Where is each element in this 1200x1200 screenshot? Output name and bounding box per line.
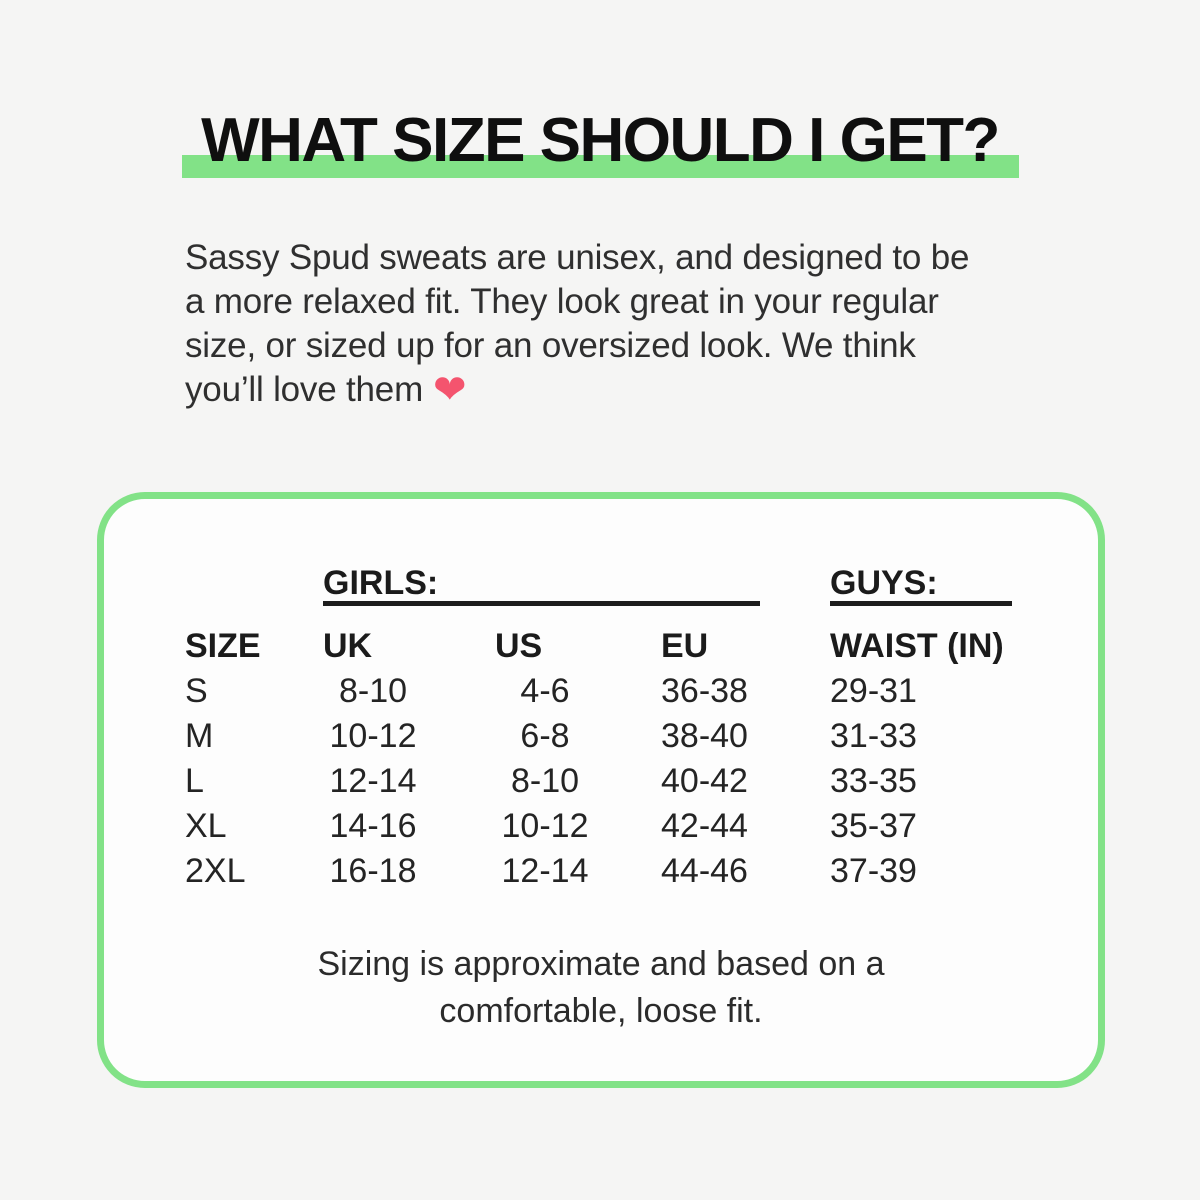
column-header-us: US — [495, 627, 543, 665]
intro-line: size, or sized up for an oversized look.… — [185, 326, 916, 365]
girls-underline — [323, 601, 760, 606]
cell-uk-value: 12-14 — [329, 762, 417, 800]
cell-eu: 42-44 — [661, 807, 748, 845]
cell-us: 12-14 — [495, 849, 661, 894]
cell-uk-value: 10-12 — [329, 717, 417, 755]
cell-size: M — [185, 717, 214, 755]
cell-us: 4-6 — [495, 669, 661, 714]
cell-uk: 8-10 — [323, 669, 495, 714]
cell-us: 6-8 — [495, 714, 661, 759]
sizing-note: Sizing is approximate and based on a com… — [104, 941, 1098, 1035]
cell-size: XL — [185, 807, 227, 845]
intro-line: you’ll love them ❤ — [185, 368, 969, 412]
cell-eu: 36-38 — [661, 672, 748, 710]
guys-underline — [830, 601, 1012, 606]
intro-paragraph: Sassy Spud sweats are unisex, and design… — [185, 236, 969, 412]
cell-uk-value: 16-18 — [329, 852, 417, 890]
intro-line-text: you’ll love them — [185, 370, 424, 409]
cell-uk-value: 8-10 — [338, 672, 408, 710]
column-header-eu: EU — [661, 627, 709, 665]
cell-size: L — [185, 762, 204, 800]
cell-eu: 38-40 — [661, 717, 748, 755]
cell-waist: 29-31 — [830, 672, 917, 710]
size-table: SIZE UK US EU WAIST (IN) S 8-10 4-6 36-3… — [185, 624, 1056, 894]
cell-waist: 33-35 — [830, 762, 917, 800]
title-highlight-bar — [182, 155, 1019, 178]
cell-us-value: 4-6 — [520, 672, 570, 710]
cell-us: 8-10 — [495, 759, 661, 804]
cell-size: S — [185, 672, 208, 710]
heart-icon: ❤ — [433, 367, 467, 413]
size-chart-card: GIRLS: GUYS: SIZE UK US EU WAIST (IN) S … — [97, 492, 1105, 1088]
cell-uk: 12-14 — [323, 759, 495, 804]
column-header-uk: UK — [323, 627, 373, 665]
cell-uk: 14-16 — [323, 804, 495, 849]
page-title-text: WHAT SIZE SHOULD I GET? — [201, 106, 1000, 175]
column-header-waist: WAIST (IN) — [830, 627, 1004, 665]
cell-us-value: 12-14 — [501, 852, 589, 890]
guys-group-label: GUYS: — [830, 564, 938, 602]
cell-us: 10-12 — [495, 804, 661, 849]
note-line: comfortable, loose fit. — [439, 992, 763, 1030]
cell-uk: 10-12 — [323, 714, 495, 759]
cell-waist: 37-39 — [830, 852, 917, 890]
cell-uk-value: 14-16 — [329, 807, 417, 845]
cell-uk: 16-18 — [323, 849, 495, 894]
cell-us-value: 10-12 — [501, 807, 589, 845]
cell-eu: 40-42 — [661, 762, 748, 800]
intro-line: a more relaxed fit. They look great in y… — [185, 282, 939, 321]
girls-group-label: GIRLS: — [323, 564, 439, 602]
cell-us-value: 8-10 — [510, 762, 580, 800]
cell-eu: 44-46 — [661, 852, 748, 890]
cell-us-value: 6-8 — [520, 717, 570, 755]
title-block: WHAT SIZE SHOULD I GET? — [0, 106, 1200, 178]
note-line: Sizing is approximate and based on a — [317, 945, 885, 983]
column-header-size: SIZE — [185, 627, 261, 665]
intro-line: Sassy Spud sweats are unisex, and design… — [185, 238, 970, 277]
cell-size: 2XL — [185, 852, 246, 890]
cell-waist: 31-33 — [830, 717, 917, 755]
cell-waist: 35-37 — [830, 807, 917, 845]
page-title: WHAT SIZE SHOULD I GET? — [182, 106, 1019, 178]
